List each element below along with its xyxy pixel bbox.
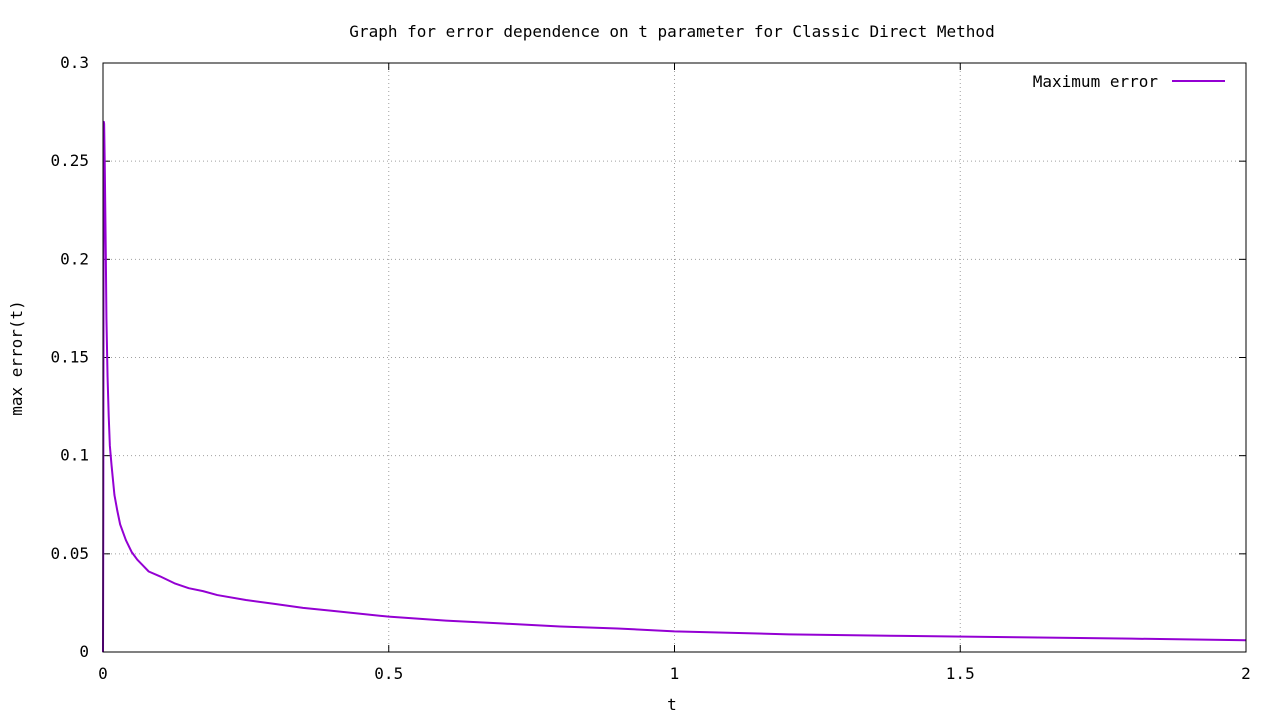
- y-tick-label: 0.1: [60, 446, 89, 465]
- y-axis-label: max error(t): [7, 300, 26, 416]
- x-tick-label: 2: [1241, 664, 1251, 683]
- y-tick-label: 0.05: [50, 544, 89, 563]
- x-tick-label: 1: [670, 664, 680, 683]
- x-tick-label: 0.5: [374, 664, 403, 683]
- grid: [103, 63, 1246, 652]
- legend: Maximum error: [1033, 72, 1225, 91]
- x-tick-label: 1.5: [946, 664, 975, 683]
- y-tick-label: 0.2: [60, 249, 89, 268]
- ticks: 0 0.5 1 1.5 2 0 0.05 0.1 0.15 0.2 0.25 0.3: [50, 53, 1250, 683]
- legend-label: Maximum error: [1033, 72, 1159, 91]
- x-axis-label: t: [667, 695, 677, 714]
- y-tick-label: 0.3: [60, 53, 89, 72]
- series-line: [102, 120, 1247, 653]
- plot-frame: [102, 62, 1247, 653]
- chart-title: Graph for error dependence on t paramete…: [349, 22, 994, 41]
- x-tick-label: 0: [98, 664, 108, 683]
- y-tick-label: 0: [79, 642, 89, 661]
- y-tick-label: 0.25: [50, 151, 89, 170]
- y-tick-label: 0.15: [50, 348, 89, 367]
- series: [102, 120, 1247, 653]
